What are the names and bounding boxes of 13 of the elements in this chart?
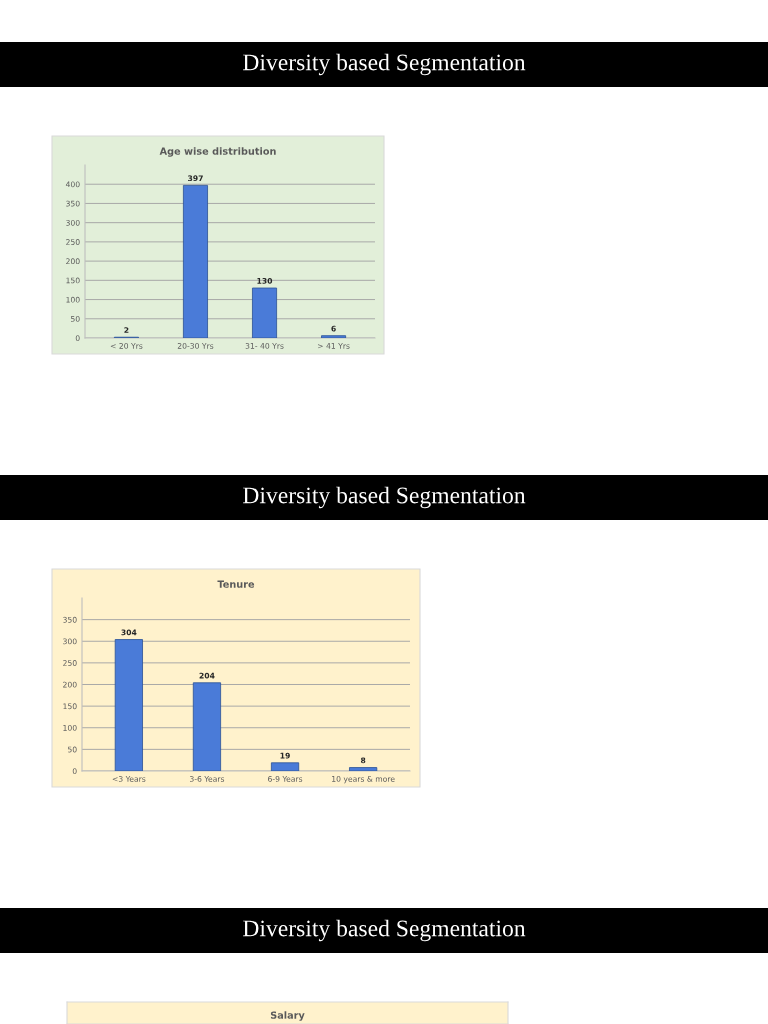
bar (252, 287, 278, 338)
chart-subtitle: Tenure (217, 580, 255, 588)
bar (270, 762, 300, 771)
text: Salary (270, 1011, 305, 1021)
text: Diversity based Segmentation (243, 919, 526, 942)
bar (192, 682, 222, 771)
chart-subtitle: Age wise distribution (159, 147, 276, 157)
bar (349, 767, 378, 771)
bar (114, 639, 143, 771)
chart-title: Diversity based Segmentation (243, 53, 526, 76)
chart-title: Diversity based Segmentation (243, 486, 526, 509)
bar (321, 335, 347, 338)
bar (182, 184, 208, 338)
